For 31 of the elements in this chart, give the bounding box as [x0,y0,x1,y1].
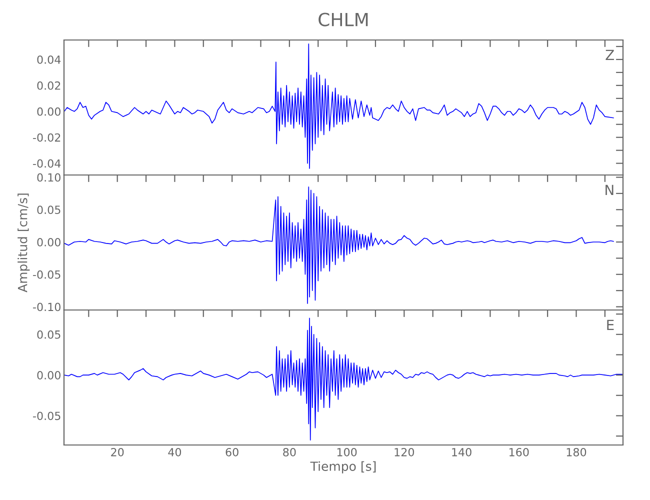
x-tick-label: 40 [168,448,182,456]
y-tick-label: 0.02 [37,81,60,90]
line-series [64,318,623,441]
y-tick-label: -0.05 [33,412,60,420]
y-tick-label: -0.02 [33,133,60,142]
x-tick-label: 140 [452,448,472,456]
y-tick-label: -0.05 [33,270,60,279]
y-tick-label: -0.04 [33,159,61,168]
y-tick-label: 0.10 [37,173,60,182]
y-tick-label: -0.10 [33,302,60,312]
y-tick-label: 0.00 [37,238,60,246]
line-series [64,186,614,304]
annotation: N [606,184,614,196]
x-tick-label: 120 [394,448,414,456]
y-tick-label: 0.00 [37,107,60,116]
annotation: Z [606,50,614,60]
chart-title: CHLM [318,12,368,26]
y-tick-label: 0.05 [37,330,60,339]
x-axis-title: Tiempo [s] [310,461,376,474]
x-tick-label: 160 [510,448,529,456]
x-tick-label: 100 [337,448,357,456]
y-tick-label: 0.05 [37,206,60,214]
x-tick-label: 80 [283,448,296,456]
x-tick-label: 20 [111,448,124,456]
x-tick-label: 60 [226,448,238,456]
y-tick-label: 0.00 [37,371,60,380]
y-axis-title: Amplitud [cm/s] [18,194,30,292]
x-tick-label: 180 [566,448,586,456]
line-series [64,43,614,169]
y-tick-label: 0.04 [37,55,61,64]
annotation: E [607,320,614,330]
